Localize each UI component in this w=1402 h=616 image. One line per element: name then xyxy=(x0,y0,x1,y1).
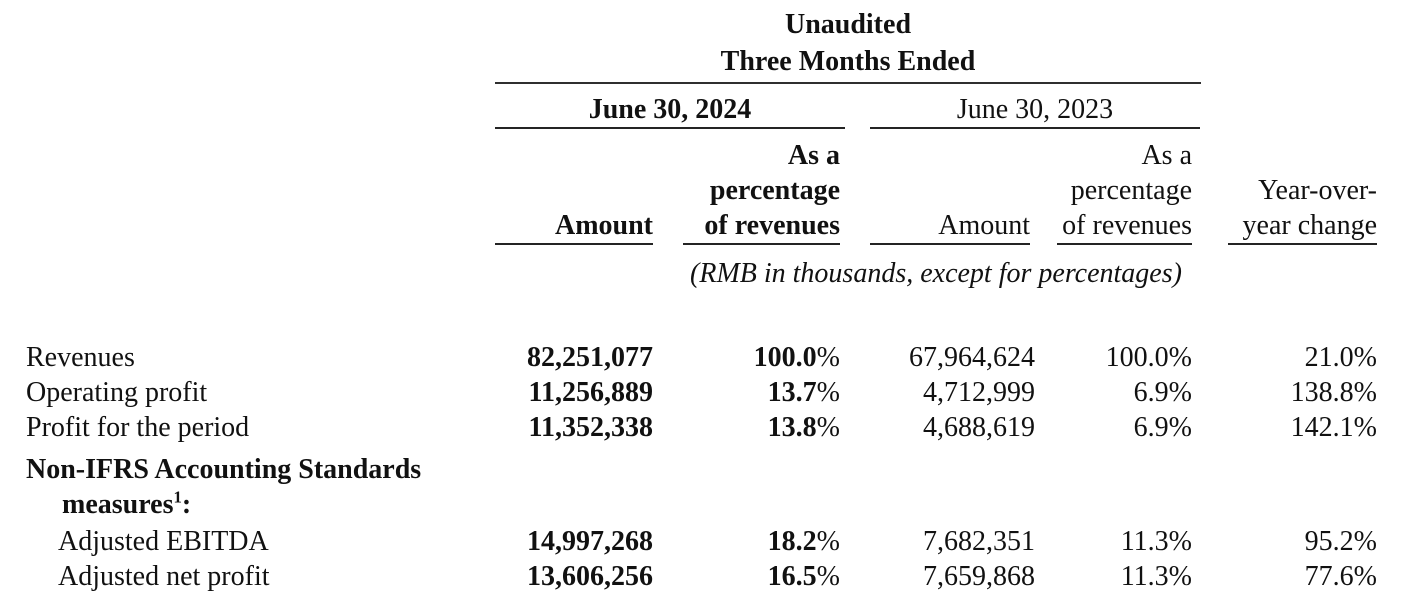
table-row-revenues: Revenues 82,251,077 100.0% 67,964,624 10… xyxy=(0,340,1402,375)
row-label: Revenues xyxy=(26,342,135,373)
amount-2024-value: 13,606,256 xyxy=(527,561,653,592)
amount-2024-value: 11,352,338 xyxy=(528,412,653,443)
table-row-adjusted-ebitda: Adjusted EBITDA 14,997,268 18.2% 7,682,3… xyxy=(0,524,1402,559)
row-label: Profit for the period xyxy=(26,412,250,443)
column-header-yoy-change: Year-over- year change xyxy=(1228,140,1377,245)
header-rule xyxy=(495,82,1201,84)
pct-2024-value: 18.2% xyxy=(767,526,840,557)
table-row-section-header-line2: measures1: xyxy=(0,487,1402,522)
pct-2024-value: 13.8% xyxy=(767,412,840,443)
row-label: Operating profit xyxy=(26,377,208,408)
table-row-operating-profit: Operating profit 11,256,889 13.7% 4,712,… xyxy=(0,375,1402,410)
table-row-section-header-line1: Non-IFRS Accounting Standards xyxy=(0,452,1402,487)
yoy-change-value: 138.8% xyxy=(1290,377,1377,408)
amount-2023-value: 4,688,619 xyxy=(923,412,1035,443)
column-header-amount-2023: Amount xyxy=(870,140,1030,245)
amount-2023-value: 67,964,624 xyxy=(909,342,1035,373)
section-label-suffix: : xyxy=(181,489,192,520)
yoy-change-value: 77.6% xyxy=(1304,561,1377,592)
pct-2023-value: 11.3% xyxy=(1120,561,1192,592)
row-label: Adjusted EBITDA xyxy=(58,526,269,557)
amount-2023-value: 7,659,868 xyxy=(923,561,1035,592)
footnote-marker: 1 xyxy=(173,487,182,507)
column-header-pct-2023-label: As a percentage of revenues xyxy=(1062,140,1192,241)
amount-2024-value: 14,997,268 xyxy=(527,526,653,557)
amount-2024-value: 82,251,077 xyxy=(527,342,653,373)
pct-2024-value: 16.5% xyxy=(767,561,840,592)
column-header-pct-2023: As a percentage of revenues xyxy=(1057,140,1192,245)
yoy-change-value: 95.2% xyxy=(1304,526,1377,557)
row-label: Adjusted net profit xyxy=(58,561,270,592)
table-row-adjusted-net-profit: Adjusted net profit 13,606,256 16.5% 7,6… xyxy=(0,559,1402,594)
period-header-2024: June 30, 2024 xyxy=(495,93,845,129)
column-header-amount-2023-label: Amount xyxy=(938,210,1030,241)
amount-2024-value: 11,256,889 xyxy=(528,377,653,408)
pct-2024-value: 13.7% xyxy=(767,377,840,408)
section-label-text: measures xyxy=(62,489,174,520)
pct-2023-value: 6.9% xyxy=(1133,412,1192,443)
table-row-profit-for-period: Profit for the period 11,352,338 13.8% 4… xyxy=(0,410,1402,445)
column-header-amount-2024-label: Amount xyxy=(554,210,653,241)
table-title-line2: Three Months Ended xyxy=(720,46,976,77)
yoy-change-value: 21.0% xyxy=(1304,342,1377,373)
table-title: Unaudited Three Months Ended xyxy=(495,6,1201,80)
column-header-amount-2024: Amount xyxy=(495,140,653,245)
pct-2023-value: 11.3% xyxy=(1120,526,1192,557)
amount-2023-value: 4,712,999 xyxy=(923,377,1035,408)
pct-2024-value: 100.0% xyxy=(753,342,840,373)
section-header-label-continued: measures1: xyxy=(26,487,522,522)
table-title-line1: Unaudited xyxy=(784,9,912,40)
column-header-pct-2024: As a percentage of revenues xyxy=(683,140,840,245)
period-header-2023: June 30, 2023 xyxy=(870,93,1200,129)
unit-note: (RMB in thousands, except for percentage… xyxy=(690,258,1182,289)
yoy-change-value: 142.1% xyxy=(1290,412,1377,443)
amount-2023-value: 7,682,351 xyxy=(923,526,1035,557)
column-header-pct-2024-label: As a percentage of revenues xyxy=(704,140,840,241)
column-header-yoy-change-label: Year-over- year change xyxy=(1242,175,1377,241)
pct-2023-value: 6.9% xyxy=(1133,377,1192,408)
pct-2023-value: 100.0% xyxy=(1105,342,1192,373)
section-header-label: Non-IFRS Accounting Standards xyxy=(26,454,422,485)
